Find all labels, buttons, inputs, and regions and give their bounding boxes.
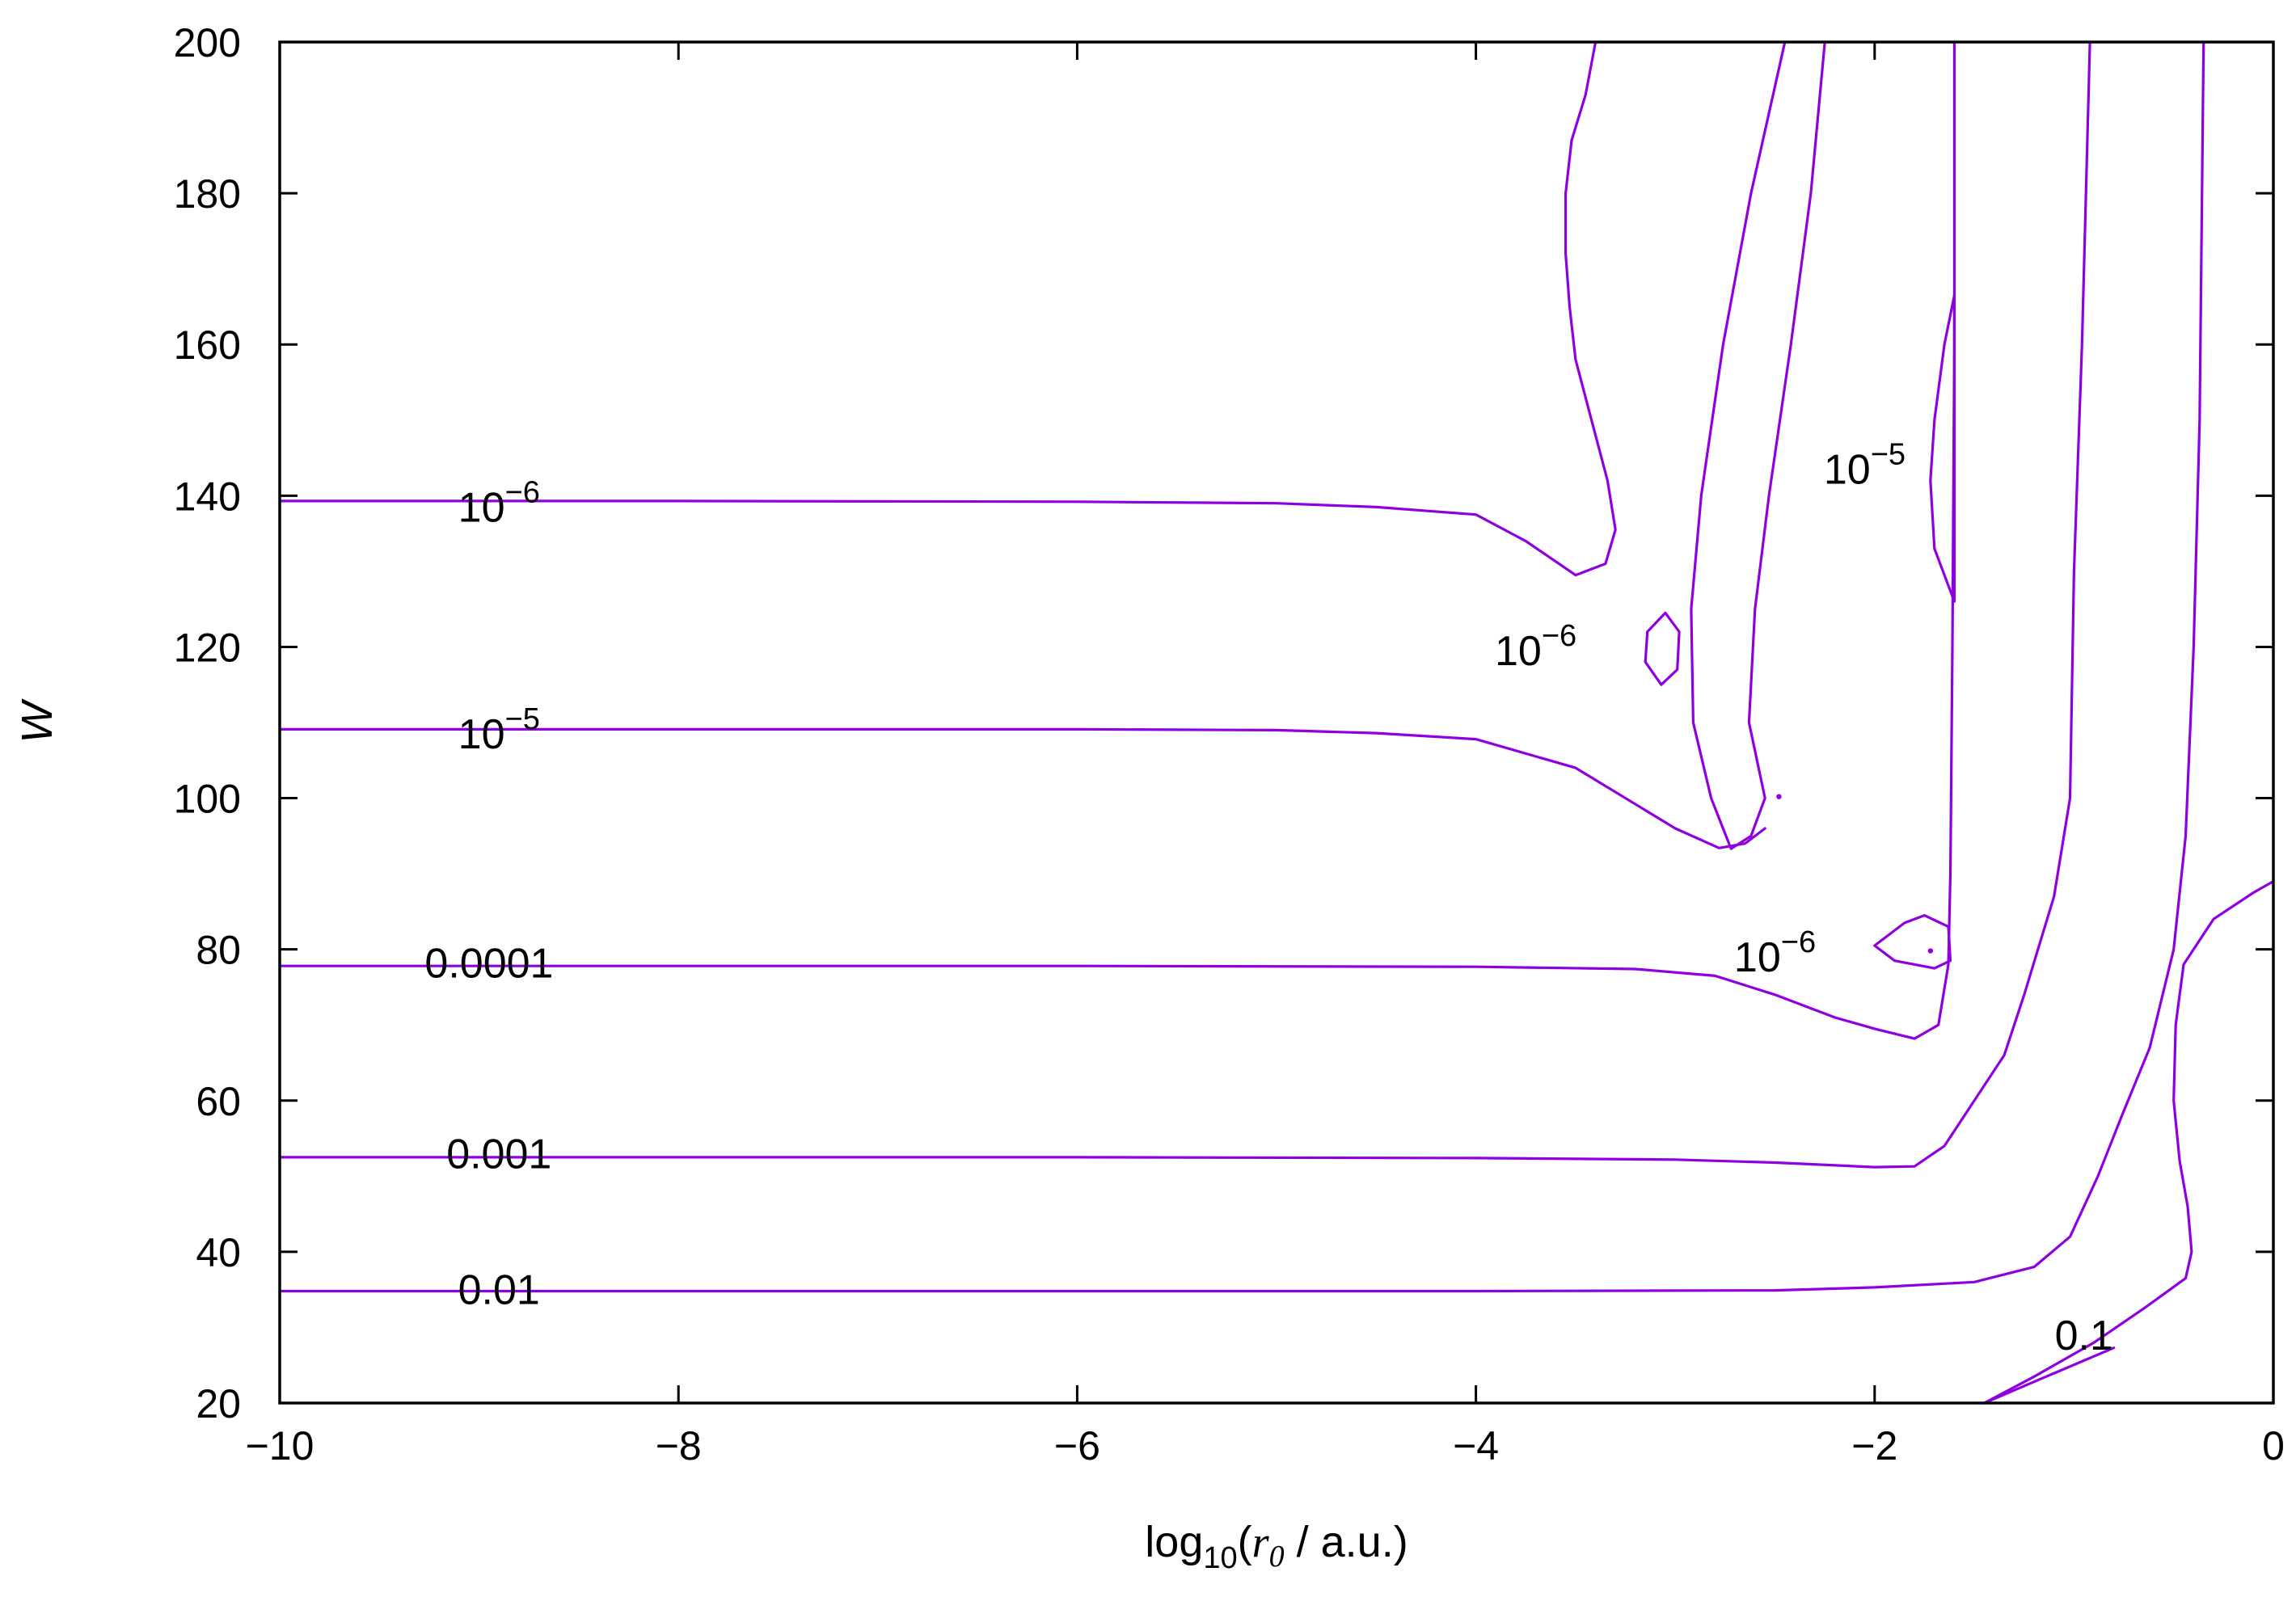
contour-label: 10−6 [458, 475, 540, 531]
contour-line-1e-5 [278, 727, 1766, 849]
contour-label: 10−6 [1495, 619, 1576, 675]
contour-point [1776, 794, 1782, 799]
axis-ticks: −10 −8 −6 −4 −2 0 20 40 60 80 100 120 140 160 180 200 [174, 20, 2285, 1468]
contour-label: 10−6 [1734, 925, 1816, 981]
contour-line-1e-6 [1690, 40, 1826, 850]
y-tick-label: 120 [174, 625, 241, 670]
contour-line-0.0001 [278, 40, 2091, 1169]
contour-label: 10−5 [1824, 438, 1906, 494]
contour-label: 0.1 [2055, 1313, 2113, 1359]
y-tick-label: 140 [174, 474, 241, 519]
y-tick-label: 200 [174, 20, 241, 65]
contour-label: 10−5 [458, 702, 540, 758]
contour-point [1927, 948, 1934, 954]
contour-line-1e-5 [278, 40, 1956, 1040]
contour-line-0.01 [1982, 879, 2275, 1405]
x-tick-label: −10 [246, 1423, 314, 1468]
x-tick-label: −4 [1453, 1423, 1499, 1468]
contour-line-1e-6 [278, 40, 1617, 577]
plot-frame [278, 40, 2275, 1405]
x-tick-label: −2 [1851, 1423, 1897, 1468]
contour-line-0.001 [278, 40, 2205, 1293]
x-axis-label: log10(r0 / a.u.) [1145, 1518, 1408, 1575]
y-tick-label: 40 [196, 1230, 241, 1275]
contour-loop-1e-5 [1873, 913, 1952, 970]
contour-lines [278, 40, 2275, 1405]
x-tick-label: 0 [2262, 1423, 2285, 1468]
contour-loop-1e-5 [1929, 293, 1956, 603]
contour-loop-1e-5 [1644, 611, 1681, 686]
y-axis-label: W [13, 697, 61, 743]
contour-labels: 10−6 10−6 10−6 10−5 10−5 0.0001 0.001 0.01 0.1 [424, 438, 2112, 1359]
y-tick-label: 180 [174, 171, 241, 217]
y-tick-label: 160 [174, 322, 241, 368]
y-tick-label: 100 [174, 777, 241, 822]
contour-label: 0.001 [446, 1131, 551, 1178]
x-tick-label: −8 [656, 1423, 702, 1468]
contour-label: 0.0001 [424, 941, 553, 988]
y-tick-label: 80 [196, 928, 241, 973]
contour-line-0.1 [1982, 1346, 2116, 1405]
x-tick-label: −6 [1054, 1423, 1100, 1468]
y-tick-label: 20 [196, 1381, 241, 1426]
y-tick-label: 60 [196, 1079, 241, 1124]
contour-label: 0.01 [458, 1267, 540, 1314]
